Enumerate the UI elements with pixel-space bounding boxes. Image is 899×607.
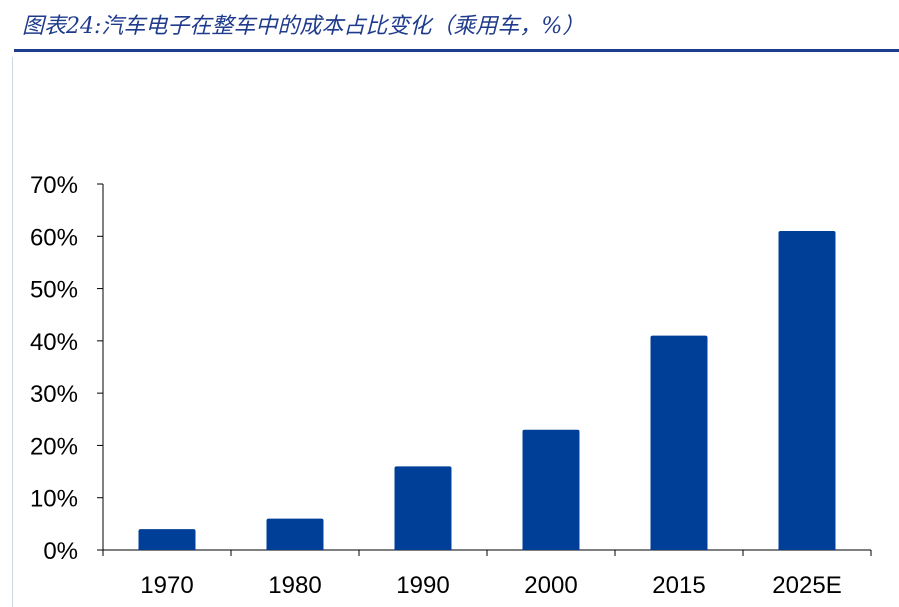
bar-2000: [522, 429, 580, 550]
y-tick-label: 40%: [30, 329, 78, 356]
bar-1990: [394, 466, 452, 550]
y-tick-label: 10%: [30, 486, 78, 513]
bars: [138, 231, 836, 551]
x-tick-label: 2025E: [772, 572, 841, 599]
x-tick-label: 1990: [396, 572, 449, 599]
y-axis: 0% 10% 20% 30% 40% 50% 60% 70%: [30, 172, 104, 565]
x-tick-label: 2015: [652, 572, 705, 599]
y-tick-label: 30%: [30, 381, 78, 408]
x-axis: 1970 1980 1990 2000 2015 2025E: [102, 549, 872, 599]
x-tick-label: 2000: [524, 572, 577, 599]
left-border: [12, 57, 13, 607]
title-text: 汽车电子在整车中的成本占比变化（乘用车，%）: [101, 14, 585, 39]
bar-2015: [650, 335, 708, 550]
bar-1970: [138, 529, 196, 550]
x-tick-label: 1980: [268, 572, 321, 599]
bar-2025e: [778, 231, 836, 551]
bar-1980: [266, 518, 324, 550]
y-tick-label: 70%: [30, 172, 78, 199]
chart-title: 图表24:汽车电子在整车中的成本占比变化（乘用车，%）: [22, 8, 584, 40]
y-tick-label: 50%: [30, 277, 78, 304]
figure-label: 图表24:: [22, 14, 102, 39]
y-tick-label: 0%: [43, 538, 78, 565]
y-tick-label: 20%: [30, 433, 78, 460]
x-tick-label: 1970: [140, 572, 193, 599]
y-tick-label: 60%: [30, 224, 78, 251]
title-underline: [14, 49, 899, 52]
